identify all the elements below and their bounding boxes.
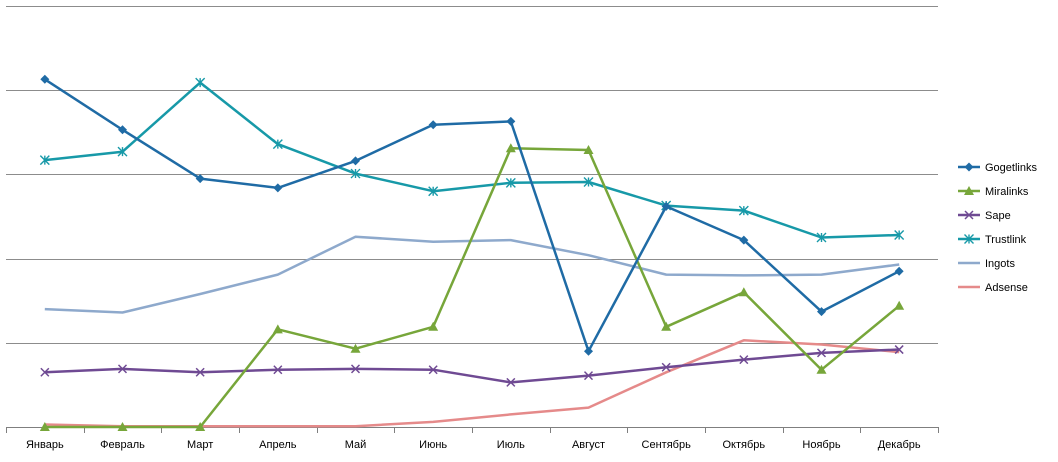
data-point (273, 365, 283, 375)
data-point (40, 74, 50, 84)
data-point (583, 144, 594, 154)
data-point (40, 367, 50, 377)
data-point (39, 422, 50, 431)
legend-label: Sape (985, 210, 1011, 222)
data-point (739, 235, 749, 245)
axes (6, 427, 939, 433)
data-point (583, 176, 594, 187)
data-point (816, 232, 827, 243)
data-point (894, 345, 904, 355)
data-point (350, 364, 361, 374)
series-line (44, 147, 900, 429)
data-point (428, 120, 438, 130)
legend-marker (964, 162, 974, 172)
data-point (195, 77, 206, 88)
data-point (816, 348, 827, 358)
legend-item: Gogetlinks (958, 162, 1037, 174)
x-tick-label: Июнь (419, 439, 447, 451)
x-tick-label: Сентябрь (642, 439, 692, 451)
data-point (195, 367, 205, 377)
series-layer (39, 74, 905, 431)
data-point (738, 205, 749, 216)
legend-marker (964, 186, 974, 195)
legend-item: Adsense (958, 282, 1028, 294)
data-point (273, 183, 283, 193)
data-point (738, 287, 749, 297)
series-line (44, 81, 900, 239)
data-point (506, 116, 516, 126)
data-point (350, 343, 361, 353)
x-tick-label: Март (187, 439, 213, 451)
data-point (117, 364, 128, 374)
data-point (39, 155, 50, 166)
x-tick-label: Июль (497, 439, 525, 451)
data-point (661, 321, 672, 331)
x-tick-label: Декабрь (878, 439, 921, 451)
data-point (816, 364, 827, 374)
series-gogetlinks (40, 74, 904, 356)
legend-marker (964, 210, 974, 220)
data-point (117, 146, 128, 157)
legend-item: Ingots (958, 258, 1015, 270)
data-point (117, 422, 128, 431)
legend-marker (964, 234, 974, 244)
data-point (505, 177, 516, 188)
series-miralinks (39, 143, 905, 431)
legend-label: Ingots (985, 258, 1015, 270)
series-line (44, 78, 900, 353)
data-point (351, 156, 360, 166)
legend: Gogetlinks Miralinks Sape Trustlink Ingots Ad… (958, 162, 1037, 294)
data-point (817, 307, 826, 317)
x-tick-label: Февраль (100, 439, 145, 451)
series-sape (40, 345, 904, 387)
data-point (894, 266, 904, 276)
x-tick-label: Май (345, 439, 367, 451)
x-tick-label: Январь (26, 439, 64, 451)
data-point (350, 168, 361, 179)
data-point (506, 377, 516, 387)
series-line (44, 339, 900, 428)
legend-label: Gogetlinks (985, 162, 1037, 174)
series-line (44, 348, 900, 384)
data-point (272, 139, 283, 150)
series-line (44, 235, 900, 314)
data-point (428, 321, 439, 331)
x-tick-labels: Январь Февраль Март Апрель Май Июнь Июль Август… (26, 439, 921, 451)
data-point (195, 174, 205, 184)
x-tick-label: Апрель (259, 439, 297, 451)
data-point (661, 201, 671, 211)
data-point (428, 186, 439, 197)
data-point (739, 355, 749, 365)
legend-item: Miralinks (958, 186, 1029, 198)
data-point (661, 362, 671, 372)
legend-item: Sape (958, 210, 1011, 222)
data-point (195, 422, 206, 431)
series-adsense (44, 339, 900, 428)
legend-label: Adsense (985, 282, 1028, 294)
data-point (894, 300, 905, 310)
legend-label: Trustlink (985, 234, 1027, 246)
x-tick-label: Октябрь (723, 439, 766, 451)
x-tick-label: Август (572, 439, 605, 451)
data-point (428, 365, 438, 375)
data-point (894, 230, 905, 241)
legend-label: Miralinks (985, 186, 1029, 198)
grid (6, 6, 938, 428)
legend-item: Trustlink (958, 234, 1027, 246)
data-point (272, 324, 283, 334)
data-point (505, 143, 516, 153)
x-tick-label: Ноябрь (802, 439, 840, 451)
data-point (584, 346, 593, 356)
data-point (118, 125, 127, 135)
series-ingots (44, 235, 900, 314)
data-point (583, 371, 594, 381)
